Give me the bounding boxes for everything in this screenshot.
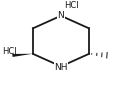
Polygon shape bbox=[12, 54, 32, 57]
Text: NH: NH bbox=[54, 63, 67, 72]
Text: N: N bbox=[57, 11, 64, 20]
Text: HCl: HCl bbox=[63, 1, 78, 10]
Text: HCl: HCl bbox=[2, 47, 16, 56]
